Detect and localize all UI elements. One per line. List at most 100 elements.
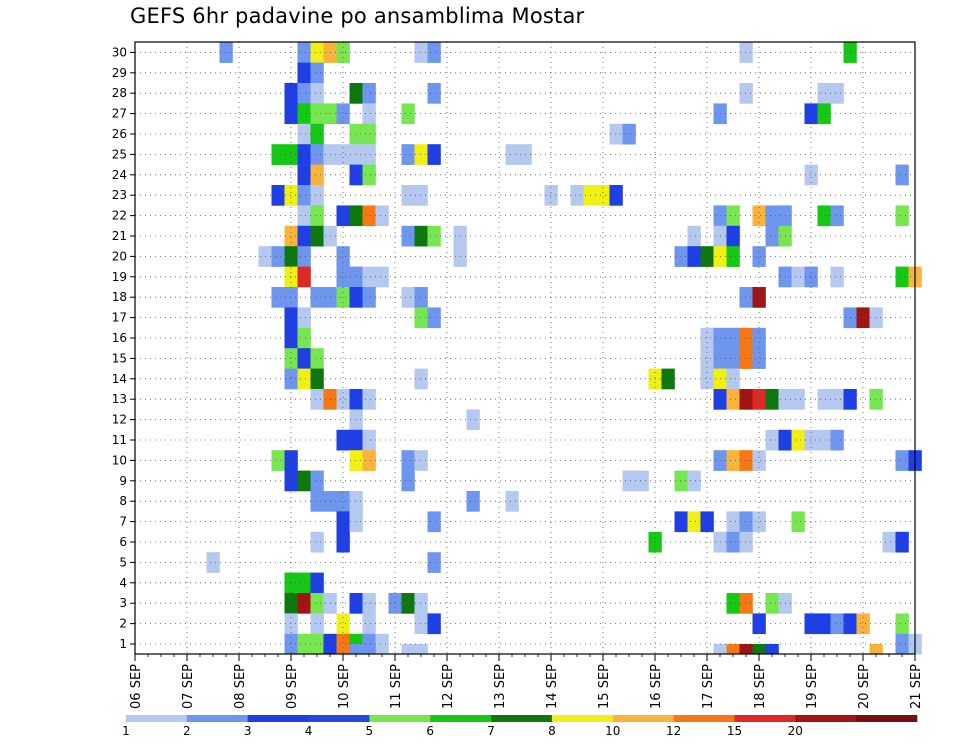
heatmap-cell <box>284 348 298 369</box>
legend-swatch <box>308 715 370 722</box>
heatmap-cell <box>505 491 519 512</box>
heatmap-cell <box>895 205 909 227</box>
heatmap-cell <box>271 246 285 267</box>
heatmap-cell <box>830 266 844 288</box>
legend-label: 12 <box>666 724 681 738</box>
heatmap-cell <box>765 389 779 410</box>
heatmap-cell <box>284 613 298 635</box>
y-tick-label: 9 <box>119 474 127 488</box>
heatmap-cell <box>349 83 363 104</box>
heatmap-cell <box>362 593 376 614</box>
heatmap-cell <box>336 429 350 451</box>
heatmap-cell <box>791 429 805 451</box>
heatmap-cell <box>336 103 350 125</box>
heatmap-cell <box>739 389 753 410</box>
heatmap-cell <box>310 83 324 104</box>
heatmap-cell <box>336 389 350 410</box>
heatmap-cell <box>726 348 740 369</box>
legend-label: 4 <box>305 724 313 738</box>
heatmap-cell <box>752 205 766 227</box>
heatmap-cell <box>726 531 740 553</box>
y-tick-label: 30 <box>112 45 127 59</box>
y-tick-label: 19 <box>112 270 127 284</box>
heatmap-cell <box>297 348 311 369</box>
heatmap-cell <box>427 83 441 104</box>
heatmap-cell <box>791 511 805 533</box>
heatmap-cell <box>362 644 376 655</box>
heatmap-cell <box>414 42 428 63</box>
heatmap-cell <box>297 307 311 329</box>
heatmap-cell <box>752 389 766 410</box>
heatmap-cell <box>414 307 428 329</box>
heatmap-cell <box>674 470 688 492</box>
heatmap-cell <box>310 287 324 308</box>
heatmap-cell <box>635 470 649 492</box>
heatmap-cell <box>726 593 740 614</box>
legend-swatch <box>247 715 309 722</box>
heatmap-cell <box>622 123 636 145</box>
heatmap-cell <box>349 287 363 308</box>
heatmap-cell <box>817 389 831 410</box>
heatmap-cell <box>336 144 350 165</box>
heatmap-cell <box>804 266 818 288</box>
y-tick-label: 15 <box>112 351 127 365</box>
heatmap-cell <box>310 62 324 84</box>
heatmap-cell <box>830 389 844 410</box>
heatmap-cell <box>401 185 415 206</box>
heatmap-cell <box>336 246 350 267</box>
heatmap-cell <box>284 633 298 655</box>
heatmap-cell <box>310 531 324 553</box>
heatmap-cell <box>830 205 844 227</box>
heatmap-cell <box>739 287 753 308</box>
heatmap-cell <box>297 225 311 247</box>
heatmap-cell <box>700 246 714 267</box>
heatmap-cell <box>700 327 714 349</box>
heatmap-cell <box>349 123 363 145</box>
heatmap-cell <box>362 164 376 186</box>
heatmap-cell <box>297 368 311 390</box>
heatmap-cell <box>362 205 376 227</box>
heatmap-cell <box>726 246 740 267</box>
heatmap-cell <box>271 287 285 308</box>
heatmap-cell <box>310 389 324 410</box>
heatmap-cell <box>804 429 818 451</box>
plot-area <box>135 42 915 654</box>
heatmap-cell <box>804 613 818 635</box>
y-tick-label: 17 <box>112 311 127 325</box>
heatmap-cell <box>622 470 636 492</box>
heatmap-cell <box>895 266 909 288</box>
heatmap-cell <box>271 185 285 206</box>
heatmap-cell <box>297 185 311 206</box>
heatmap-cell <box>284 450 298 471</box>
heatmap-cell <box>817 83 831 104</box>
heatmap-cell <box>869 307 883 329</box>
heatmap-cell <box>349 389 363 410</box>
heatmap-cell <box>284 266 298 288</box>
heatmap-cell <box>752 511 766 533</box>
y-tick-label: 12 <box>112 413 127 427</box>
heatmap-cell <box>310 572 324 594</box>
x-tick-label: 07 SEP <box>181 664 196 709</box>
y-tick-label: 26 <box>112 127 127 141</box>
heatmap-cell <box>349 491 363 512</box>
heatmap-cell <box>739 593 753 614</box>
heatmap-cell <box>284 144 298 165</box>
y-tick-label: 14 <box>112 372 127 386</box>
heatmap-cell <box>713 644 727 655</box>
heatmap-cell <box>505 144 519 165</box>
y-tick-label: 8 <box>119 494 127 508</box>
heatmap-cell <box>700 511 714 533</box>
y-tick-label: 25 <box>112 147 127 161</box>
heatmap-cell <box>544 185 558 206</box>
heatmap-cell <box>362 450 376 471</box>
heatmap-cell <box>362 83 376 104</box>
heatmap-cell <box>752 246 766 267</box>
heatmap-cell <box>401 470 415 492</box>
y-tick-label: 6 <box>119 535 127 549</box>
heatmap-cell <box>739 348 753 369</box>
heatmap-cell <box>726 368 740 390</box>
heatmap-cell <box>349 644 363 655</box>
chart-title: GEFS 6hr padavine po ansamblima Mostar <box>130 4 585 28</box>
x-tick-label: 11 SEP <box>389 664 404 709</box>
